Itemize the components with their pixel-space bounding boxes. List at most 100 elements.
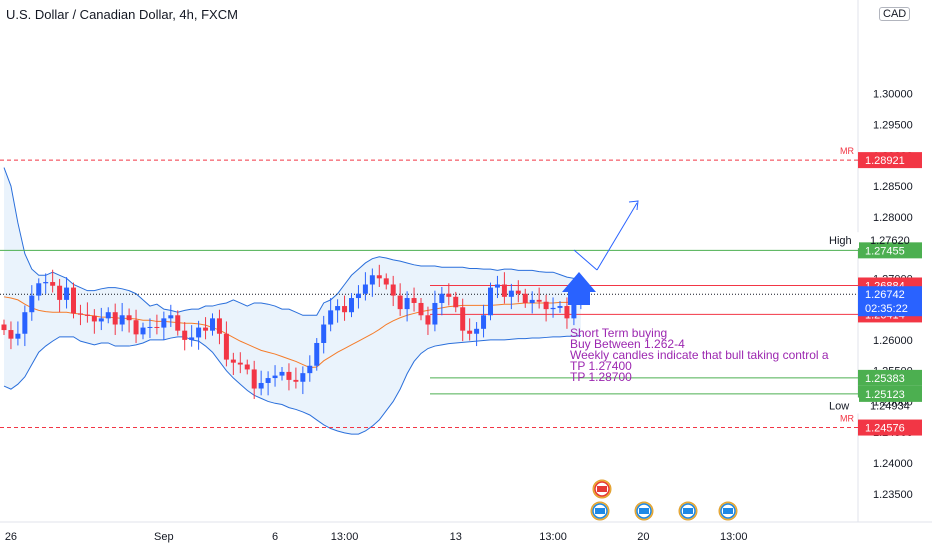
current-price-badge <box>858 286 922 317</box>
candle-body <box>508 290 514 297</box>
candle-body <box>335 306 341 311</box>
candle-body <box>460 307 466 331</box>
chart-grid <box>0 0 932 523</box>
x-tick-label: 20 <box>637 531 649 543</box>
candle-body <box>300 373 306 382</box>
candle-body <box>43 282 49 284</box>
candle-body <box>342 306 348 313</box>
us-flag-icon[interactable] <box>718 501 738 521</box>
us-flag-icon[interactable] <box>678 501 698 521</box>
candle-body <box>251 369 257 389</box>
candle-body <box>529 299 535 303</box>
note-line: TP 1.28700 <box>570 370 632 384</box>
candle-body <box>383 278 389 285</box>
y-tick-label: 1.30000 <box>873 89 913 101</box>
y-tick-label: 1.28000 <box>873 212 913 224</box>
candle-body <box>1 324 7 331</box>
candle-body <box>210 318 215 331</box>
price-badge <box>858 419 922 436</box>
candle-body <box>307 365 313 374</box>
time-axis[interactable]: 26 Sep 6 13:00 13 13:00 20 13:00 <box>5 531 748 543</box>
high-tag-label: High <box>829 235 852 247</box>
bollinger-upper-line <box>3 167 581 316</box>
low-tag <box>823 397 859 414</box>
event-flag-fill <box>595 508 605 514</box>
candle-body <box>355 293 361 299</box>
candle-body <box>64 287 70 300</box>
candle-body <box>536 299 542 302</box>
candle-body <box>182 330 188 340</box>
candle-body <box>154 326 160 328</box>
candle-body <box>376 275 382 279</box>
candle-body <box>571 296 577 319</box>
mr-tag: MR <box>840 414 854 424</box>
candle-body <box>501 284 507 297</box>
candle-body <box>140 327 146 335</box>
candle-body <box>8 330 14 339</box>
candle-body <box>258 382 264 389</box>
candle-body <box>397 295 403 310</box>
buy-arrow-icon <box>562 272 596 305</box>
price-badge-label: 1.28921 <box>865 155 905 167</box>
candle-body <box>168 315 174 319</box>
candle-body <box>84 314 90 316</box>
price-badge <box>858 385 922 402</box>
note-line: Buy Between 1.262-4 <box>570 337 685 351</box>
candle-body <box>216 318 222 334</box>
mr-tag: MR <box>840 146 854 156</box>
projection-line <box>573 249 598 271</box>
candle-body <box>557 306 563 308</box>
projection-line <box>596 202 638 271</box>
candle-body <box>133 320 139 335</box>
candle-body <box>474 328 480 334</box>
price-badge <box>858 242 922 259</box>
candle-body <box>244 364 250 370</box>
candle-body <box>105 312 111 319</box>
x-tick-label: 13:00 <box>331 531 359 543</box>
candle-body <box>279 371 285 376</box>
candle-body <box>293 379 299 382</box>
bollinger-lower-line <box>3 335 581 435</box>
x-tick-label: 13 <box>450 531 462 543</box>
price-axis[interactable]: 1.235001.240001.245001.250001.255001.260… <box>823 89 922 501</box>
event-flag-fill <box>597 486 607 492</box>
canada-flag-icon[interactable] <box>592 479 612 499</box>
candle-body <box>453 296 459 308</box>
x-tick-label: 6 <box>272 531 278 543</box>
price-badge-label: 1.27455 <box>865 245 905 257</box>
candle-body <box>425 315 431 325</box>
y-tick-label: 1.28500 <box>873 181 913 193</box>
candle-body <box>272 375 278 379</box>
candle-body <box>418 302 424 316</box>
candle-body <box>543 301 549 310</box>
candle-body <box>522 293 528 303</box>
candle-body <box>550 307 556 310</box>
candle-body <box>112 312 118 325</box>
currency-label[interactable]: CAD <box>879 7 911 21</box>
candle-body <box>488 287 493 316</box>
candle-body <box>321 324 327 343</box>
candle-body <box>77 313 83 315</box>
candle-body <box>189 337 195 340</box>
y-tick-label: 1.23500 <box>873 489 913 501</box>
economic-events[interactable] <box>590 479 738 521</box>
candle-body <box>404 298 410 310</box>
candle-body <box>147 326 153 328</box>
projection-arrowhead-icon <box>628 200 639 211</box>
candle-body <box>328 310 334 325</box>
candle-body <box>481 315 487 329</box>
candle-body <box>494 284 500 288</box>
candle-body <box>230 359 236 363</box>
candle-body <box>349 298 354 313</box>
candle-body <box>175 315 181 331</box>
candle-body <box>362 284 368 294</box>
us-flag-icon[interactable] <box>590 501 610 521</box>
price-badge <box>858 369 922 386</box>
candles <box>1 264 584 399</box>
candle-body <box>22 312 28 334</box>
us-flag-icon[interactable] <box>634 501 654 521</box>
candle-body <box>237 362 243 365</box>
candle-body <box>98 318 104 322</box>
moving-average-line <box>3 296 581 369</box>
